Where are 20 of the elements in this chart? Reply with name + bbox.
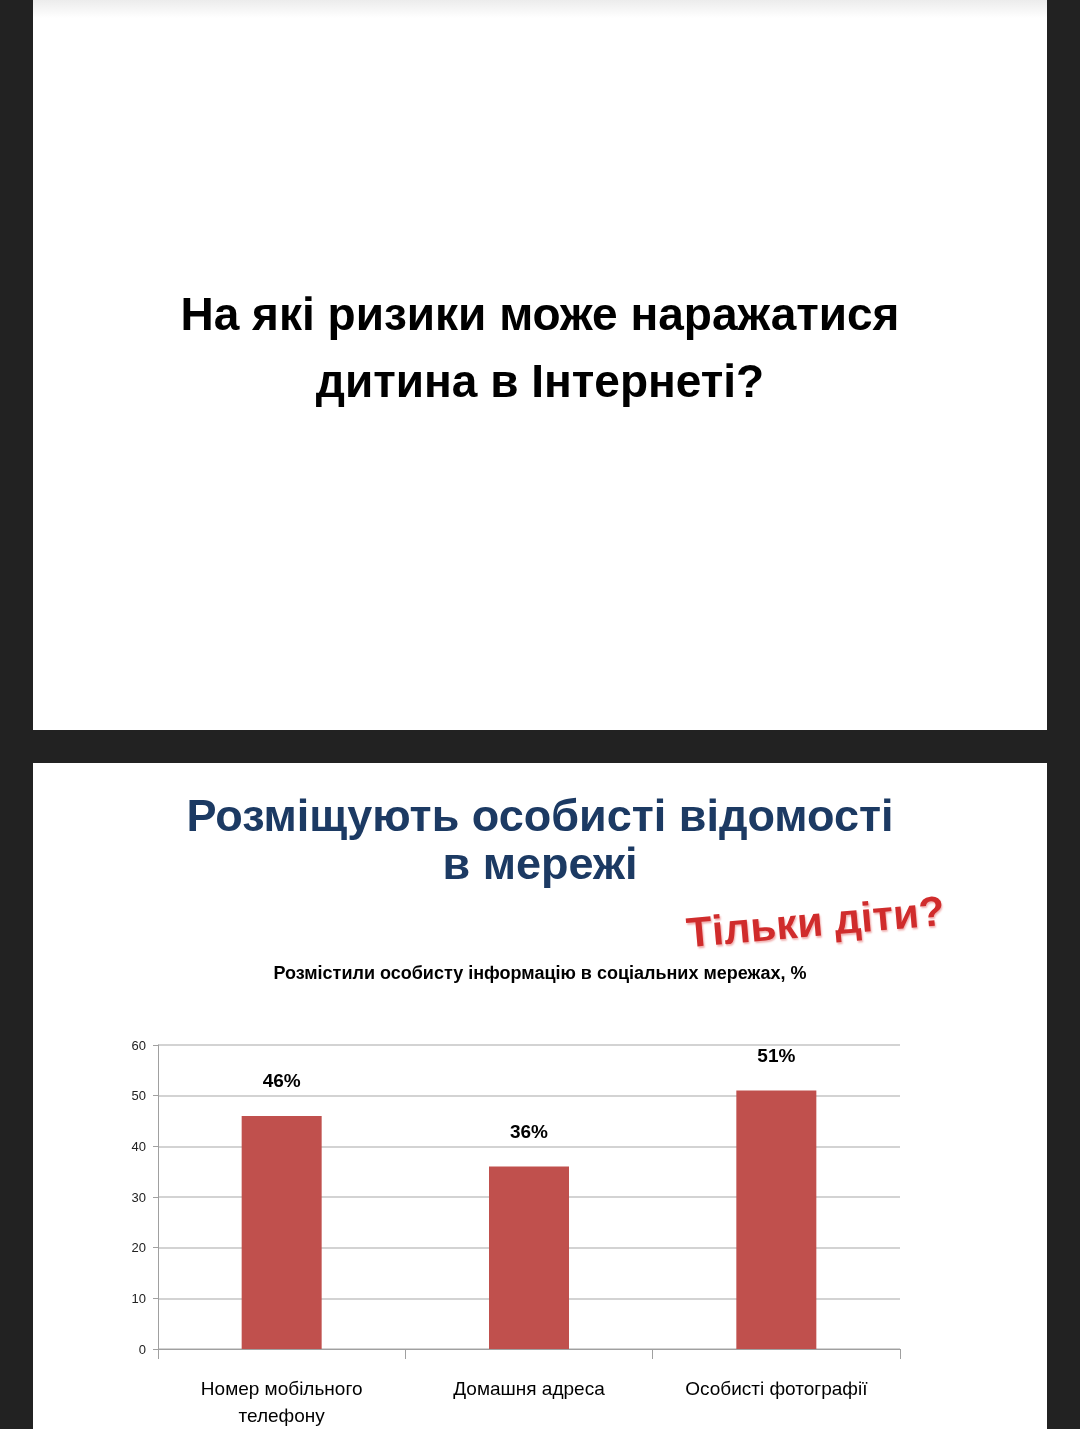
bar [736, 1090, 817, 1349]
y-tick-label: 60 [131, 1037, 146, 1053]
text: Тільки діти? [684, 886, 947, 957]
data-label: 36% [509, 1120, 549, 1142]
data-label: 46% [262, 1069, 301, 1091]
y-tick-label: 10 [131, 1290, 146, 1306]
y-tick-label: 30 [131, 1189, 146, 1205]
y-tick-label: 20 [131, 1240, 146, 1256]
text: На які ризики може наражатися дитина в Інтернеті? [179, 287, 901, 409]
x-tick-label: Номер мобільного телефону [200, 1378, 363, 1426]
x-tick-label: Особисті фотографії [685, 1378, 869, 1399]
data-label: 51% [757, 1044, 796, 1066]
bar [241, 1115, 322, 1349]
x-tick-label: Домашня адреса [453, 1378, 606, 1399]
y-tick-label: 50 [131, 1088, 146, 1104]
y-tick-label: 40 [131, 1138, 146, 1154]
bar [489, 1166, 569, 1349]
chart-title: Розміщують особисті відомості в мережі [186, 790, 894, 889]
chart-subtitle: Розмістили особисту інформацію в соціальних мережах, % [272, 962, 808, 985]
y-tick-label: 0 [138, 1341, 146, 1357]
